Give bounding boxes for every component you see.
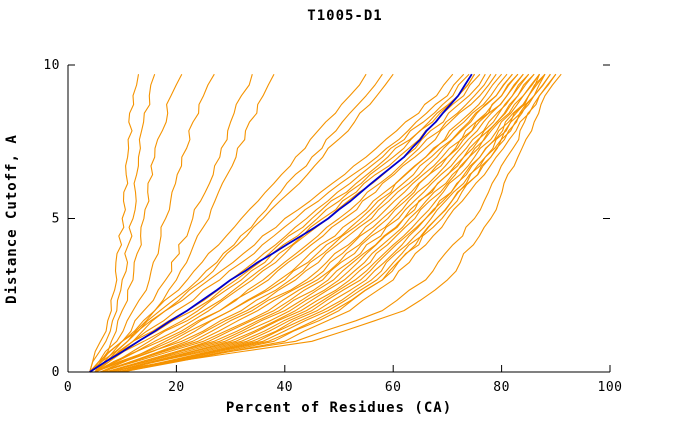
model-curve xyxy=(100,73,513,373)
x-tick-label: 80 xyxy=(493,380,510,395)
y-tick-label: 10 xyxy=(43,58,60,73)
model-curve xyxy=(94,73,275,373)
model-curve xyxy=(94,73,394,373)
model-curve xyxy=(89,74,140,373)
model-curve xyxy=(105,73,530,373)
x-tick-label: 40 xyxy=(276,380,293,395)
model-curve xyxy=(94,73,183,373)
model-curve xyxy=(100,73,519,373)
x-tick-label: 0 xyxy=(64,380,72,395)
model-curves xyxy=(89,73,562,373)
model-curve xyxy=(89,73,475,373)
model-curve xyxy=(116,73,551,373)
x-tick-label: 20 xyxy=(168,380,185,395)
y-tick-label: 0 xyxy=(52,365,60,380)
model-curve xyxy=(105,73,535,373)
model-curve xyxy=(100,73,562,373)
x-tick-label: 60 xyxy=(385,380,402,395)
model-curve xyxy=(111,73,540,373)
model-curve xyxy=(89,73,454,373)
model-curve xyxy=(111,73,541,373)
x-tick-label: 100 xyxy=(598,380,623,395)
y-tick-label: 5 xyxy=(52,212,60,227)
model-curve xyxy=(89,73,367,373)
model-curve xyxy=(100,73,519,373)
x-axis-label: Percent of Residues (CA) xyxy=(226,400,452,416)
model-curve xyxy=(111,73,540,373)
model-curve xyxy=(94,73,508,373)
model-curve xyxy=(89,73,475,373)
model-curve xyxy=(105,73,524,373)
highlight-curve xyxy=(89,73,473,373)
model-curve xyxy=(116,73,546,373)
model-curve xyxy=(89,74,156,373)
model-curve xyxy=(89,73,383,373)
model-curve xyxy=(100,73,524,373)
model-curve xyxy=(94,74,253,373)
model-curve xyxy=(94,73,497,373)
model-curve xyxy=(89,73,215,373)
axes: 0 20 40 60 80 100 0 5 10 xyxy=(43,58,622,395)
model-curve xyxy=(94,73,513,373)
y-axis-label: Distance Cutoff, A xyxy=(4,134,20,304)
plot-title: T1005-D1 xyxy=(307,8,382,24)
model-curve xyxy=(100,73,492,373)
model-curve xyxy=(105,73,557,373)
model-curve xyxy=(122,73,557,373)
model-curve xyxy=(94,73,465,373)
